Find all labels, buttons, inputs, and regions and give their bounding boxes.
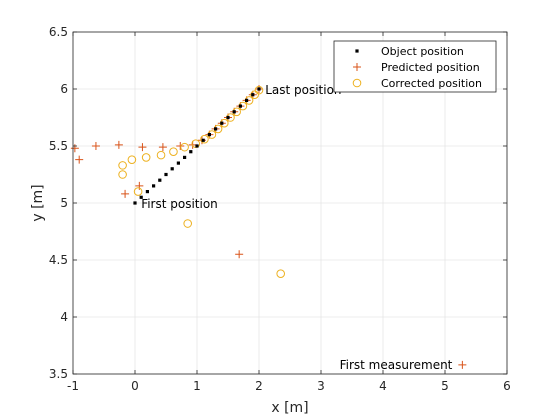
corrected-position-point bbox=[276, 269, 286, 278]
predicted-position-point bbox=[176, 142, 185, 150]
object-position-point bbox=[164, 172, 168, 177]
corrected-position-point bbox=[156, 150, 166, 160]
object-position-point bbox=[176, 161, 180, 165]
y-tick-label: 6 bbox=[60, 82, 68, 96]
series-object-position bbox=[133, 87, 261, 205]
legend: Object position Predicted position Corre… bbox=[333, 40, 497, 93]
object-position-point bbox=[133, 201, 137, 205]
y-tick-label: 5 bbox=[60, 196, 68, 210]
predicted-position-point bbox=[75, 155, 84, 164]
object-position-point bbox=[170, 167, 174, 171]
legend-label-corrected-position: Corrected position bbox=[381, 77, 482, 90]
legend-marker-corrected-position bbox=[352, 78, 362, 88]
x-tick-label: 4 bbox=[379, 379, 387, 393]
corrected-position-point bbox=[169, 147, 178, 156]
object-position-point bbox=[189, 150, 193, 154]
corrected-position-point bbox=[118, 161, 127, 170]
x-tick-label: 0 bbox=[131, 379, 139, 393]
legend-marker-object-position bbox=[355, 49, 359, 53]
object-position-point bbox=[245, 98, 249, 102]
object-position-point bbox=[183, 155, 187, 159]
corrected-position-point bbox=[180, 142, 189, 152]
x-axis-label: x [m] bbox=[271, 400, 308, 416]
corrected-position-point bbox=[118, 170, 127, 179]
x-axis-ticks: -1 0 1 2 3 4 5 6 bbox=[67, 32, 511, 393]
predicted-position-point bbox=[114, 140, 123, 149]
x-tick-label: -1 bbox=[67, 379, 79, 393]
corrected-position-point bbox=[250, 90, 259, 99]
object-position-point bbox=[226, 115, 230, 120]
corrected-position-point bbox=[183, 219, 192, 228]
predicted-position-point bbox=[121, 189, 130, 198]
legend-label-predicted-position: Predicted position bbox=[381, 61, 480, 74]
y-tick-label: 6.5 bbox=[49, 25, 68, 39]
object-position-point bbox=[195, 144, 199, 148]
object-position-point bbox=[238, 104, 242, 108]
predicted-position-point bbox=[235, 250, 244, 259]
predicted-position-point bbox=[158, 143, 167, 152]
x-tick-label: 3 bbox=[317, 379, 325, 393]
predicted-position-point bbox=[138, 143, 147, 152]
corrected-position-point bbox=[141, 153, 151, 162]
legend-label-object-position: Object position bbox=[381, 45, 464, 58]
y-tick-label: 3.5 bbox=[49, 367, 68, 381]
corrected-position-point bbox=[254, 85, 264, 95]
annotations: First position Last position First measure… bbox=[141, 83, 452, 372]
y-tick-label: 4 bbox=[60, 310, 68, 324]
corrected-position-point bbox=[200, 134, 209, 144]
annotation-label: First position bbox=[141, 197, 218, 211]
x-tick-label: 5 bbox=[441, 379, 449, 393]
object-position-point bbox=[145, 190, 149, 194]
object-position-point bbox=[232, 110, 236, 114]
x-tick-label: 1 bbox=[193, 379, 201, 393]
object-position-point bbox=[214, 127, 218, 131]
annotation-label: Last position bbox=[265, 83, 341, 97]
object-position-point bbox=[158, 178, 162, 182]
object-position-point bbox=[201, 138, 205, 142]
y-axis-label: y [m] bbox=[30, 184, 46, 221]
series-corrected-position bbox=[118, 85, 286, 278]
object-position-point bbox=[207, 133, 211, 137]
corrected-position-point bbox=[127, 155, 137, 164]
y-tick-label: 4.5 bbox=[49, 253, 68, 267]
object-position-point bbox=[257, 87, 261, 91]
legend-marker-predicted-position bbox=[353, 63, 361, 71]
data-series bbox=[70, 85, 467, 369]
predicted-position-point bbox=[458, 360, 467, 369]
object-position-point bbox=[152, 184, 156, 188]
y-axis-ticks: 3.5 4 4.5 5 5.5 6 6.5 bbox=[49, 25, 507, 381]
predicted-position-point bbox=[135, 181, 144, 190]
annotation-label: First measurement bbox=[340, 358, 453, 372]
legend-markers bbox=[352, 49, 362, 88]
object-position-point bbox=[220, 121, 224, 125]
y-tick-label: 5.5 bbox=[49, 139, 68, 153]
object-position-point bbox=[139, 195, 143, 199]
x-tick-label: 2 bbox=[255, 379, 263, 393]
predicted-position-point bbox=[91, 142, 100, 150]
object-position-point bbox=[251, 93, 255, 97]
x-tick-label: 6 bbox=[503, 379, 511, 393]
corrected-position-point bbox=[133, 187, 143, 196]
